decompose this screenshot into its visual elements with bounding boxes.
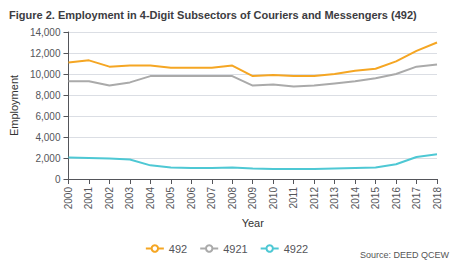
svg-text:2017: 2017 <box>411 187 422 210</box>
svg-text:Employment: Employment <box>8 75 20 136</box>
svg-text:2012: 2012 <box>309 187 320 210</box>
svg-text:Year: Year <box>242 217 265 229</box>
svg-text:2009: 2009 <box>247 187 258 210</box>
svg-text:2008: 2008 <box>227 187 238 210</box>
svg-text:492: 492 <box>169 243 187 255</box>
svg-text:10,000: 10,000 <box>30 69 61 80</box>
svg-text:4,000: 4,000 <box>35 132 60 143</box>
svg-text:2018: 2018 <box>432 187 443 210</box>
svg-text:2016: 2016 <box>391 187 402 210</box>
svg-text:4921: 4921 <box>223 243 247 255</box>
svg-text:2,000: 2,000 <box>35 153 60 164</box>
svg-text:2003: 2003 <box>124 187 135 210</box>
svg-text:2015: 2015 <box>370 187 381 210</box>
svg-text:Figure 2. Employment in 4-Digi: Figure 2. Employment in 4-Digit Subsecto… <box>9 9 417 21</box>
svg-text:2005: 2005 <box>165 187 176 210</box>
svg-text:2010: 2010 <box>268 187 279 210</box>
svg-text:8,000: 8,000 <box>35 90 60 101</box>
svg-text:2014: 2014 <box>350 187 361 210</box>
svg-text:2002: 2002 <box>104 187 115 210</box>
svg-text:4922: 4922 <box>284 243 308 255</box>
svg-text:2007: 2007 <box>206 187 217 210</box>
svg-text:6,000: 6,000 <box>35 111 60 122</box>
svg-text:Source: DEED QCEW: Source: DEED QCEW <box>360 250 450 260</box>
svg-text:14,000: 14,000 <box>30 27 61 38</box>
svg-text:2000: 2000 <box>63 187 74 210</box>
svg-text:0: 0 <box>55 174 61 185</box>
svg-text:2006: 2006 <box>186 187 197 210</box>
svg-text:2004: 2004 <box>145 187 156 210</box>
svg-text:2013: 2013 <box>329 187 340 210</box>
svg-text:12,000: 12,000 <box>30 48 61 59</box>
svg-text:2001: 2001 <box>83 187 94 210</box>
svg-text:2011: 2011 <box>288 187 299 209</box>
